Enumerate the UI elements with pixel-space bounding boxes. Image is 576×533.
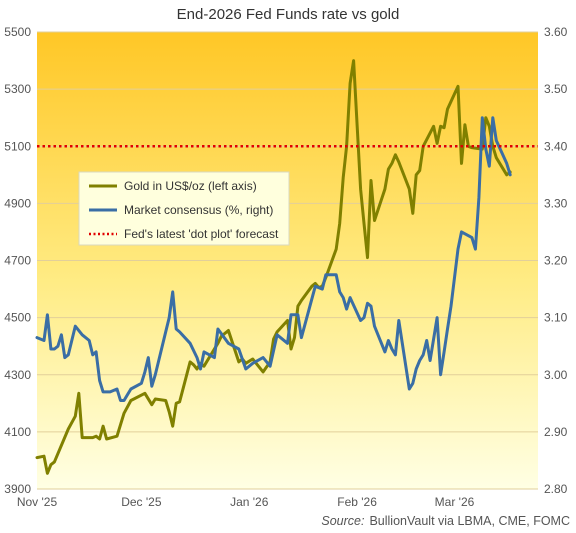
left-axis-ticks: 5500 5300 5100 4900 4700 4500 4300 4100 3900 [4,25,31,496]
left-tick-label: 4700 [4,254,31,268]
source-label: Source: [321,514,364,528]
series-layer [35,59,538,475]
source-line: Source: BullionVault via LBMA, CME, FOMC [321,514,570,528]
right-tick-label: 3.60 [544,25,568,39]
left-tick-label: 4500 [4,311,31,325]
x-tick-label: Feb '26 [337,495,377,509]
legend-label: Fed's latest 'dot plot' forecast [124,227,279,241]
right-tick-label: 3.00 [544,368,568,382]
left-tick-label: 4100 [4,425,31,439]
x-tick-label: Nov '25 [17,495,58,509]
series-line [35,116,512,402]
right-tick-label: 3.20 [544,254,568,268]
legend-label: Gold in US$/oz (left axis) [124,179,257,193]
legend: Gold in US$/oz (left axis) Market consens… [78,171,290,246]
left-tick-label: 5300 [4,82,31,96]
legend-label: Market consensus (%, right) [124,203,273,217]
x-axis-ticks: Nov '25 Dec '25 Jan '26 Feb '26 Mar '26 [17,495,475,509]
left-tick-label: 4900 [4,196,31,210]
left-tick-label: 4300 [4,368,31,382]
right-tick-label: 3.50 [544,82,568,96]
source-text: BullionVault via LBMA, CME, FOMC [369,514,570,528]
x-tick-label: Mar '26 [435,495,475,509]
left-tick-label: 5100 [4,139,31,153]
x-tick-label: Jan '26 [230,495,269,509]
right-tick-label: 2.90 [544,425,568,439]
left-tick-label: 3900 [4,482,31,496]
left-tick-label: 5500 [4,25,31,39]
right-tick-label: 2.80 [544,482,568,496]
right-tick-label: 3.30 [544,196,568,210]
right-tick-label: 3.40 [544,139,568,153]
right-tick-label: 3.10 [544,311,568,325]
chart-title: End-2026 Fed Funds rate vs gold [177,6,400,23]
right-axis-ticks: 3.60 3.50 3.40 3.30 3.20 3.10 3.00 2.90 2.80 [544,25,568,496]
series-line [35,59,512,475]
x-tick-label: Dec '25 [121,495,162,509]
